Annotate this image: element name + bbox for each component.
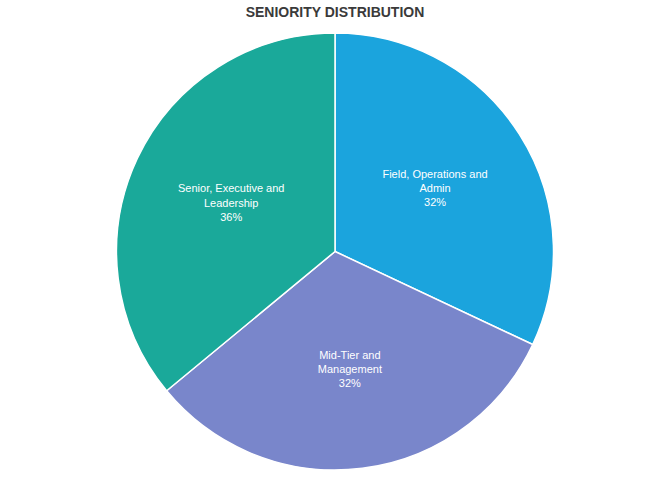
svg-text:Mid-Tier andManagement32%: Mid-Tier andManagement32% bbox=[318, 349, 382, 390]
svg-text:Senior, Executive andLeadershi: Senior, Executive andLeadership36% bbox=[178, 182, 284, 223]
svg-text:Field, Operations andAdmin32%: Field, Operations andAdmin32% bbox=[382, 168, 487, 209]
svg-text:SENIORITY DISTRIBUTION: SENIORITY DISTRIBUTION bbox=[246, 4, 425, 20]
